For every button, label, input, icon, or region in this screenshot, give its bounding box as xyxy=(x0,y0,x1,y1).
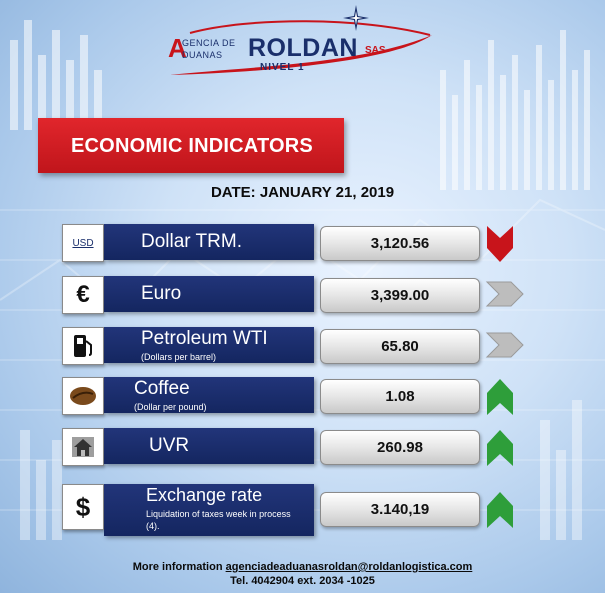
fuel-pump-icon xyxy=(62,327,104,365)
logo-prefix-bottom: DUANAS xyxy=(182,50,223,60)
logo-suffix: SAS xyxy=(365,45,386,56)
logo-level: NIVEL 1 xyxy=(260,62,305,73)
indicator-label-bar: Coffee (Dollar per pound) xyxy=(104,377,314,413)
indicator-value: 3,399.00 xyxy=(320,278,480,313)
coffee-bean-icon xyxy=(62,377,104,415)
indicator-value: 260.98 xyxy=(320,430,480,465)
indicator-label-bar: Exchange rate Liquidation of taxes week … xyxy=(104,484,314,536)
indicator-sublabel: (Dollars per barrel) xyxy=(141,352,217,362)
title-banner: ECONOMIC INDICATORS xyxy=(38,118,344,173)
euro-symbol: € xyxy=(76,281,90,308)
indicator-sublabel: (Dollar per pound) xyxy=(134,402,207,412)
indicator-value: 3,120.56 xyxy=(320,226,480,261)
indicator-label: Petroleum WTI xyxy=(141,328,268,349)
indicator-sublabel: Liquidation of taxes week in process (4)… xyxy=(146,509,291,531)
indicator-label-bar: UVR xyxy=(104,428,314,464)
indicator-label-bar: Euro xyxy=(104,276,314,312)
indicator-label: Exchange rate xyxy=(146,485,263,505)
logo-swoosh-icon xyxy=(170,20,432,75)
indicator-value: 3.140,19 xyxy=(320,492,480,527)
company-logo: A GENCIA DE DUANAS ROLDAN SAS NIVEL 1 xyxy=(160,5,440,80)
indicator-label: UVR xyxy=(149,435,190,456)
footer-more-info: More information xyxy=(132,561,223,573)
indicator-value: 1.08 xyxy=(320,379,480,414)
euro-icon: € xyxy=(62,276,104,314)
indicator-value: 65.80 xyxy=(320,329,480,364)
indicator-label: Coffee xyxy=(134,378,190,399)
footer-email-link[interactable]: agenciadeaduanasroldan@roldanlogistica.c… xyxy=(225,561,473,573)
trend-flat-icon xyxy=(485,332,524,358)
indicator-label-bar: Dollar TRM. xyxy=(104,224,314,260)
report-date: DATE: JANUARY 21, 2019 xyxy=(210,184,395,201)
dollar-sign-icon: $ xyxy=(62,484,104,530)
footer-contact: More information agenciadeaduanasroldan@… xyxy=(0,561,605,573)
compass-star-icon xyxy=(343,5,369,31)
logo-letter: A xyxy=(168,33,187,63)
house-icon xyxy=(62,428,104,466)
logo-prefix-top: GENCIA DE xyxy=(182,38,236,48)
usd-badge-icon: USD xyxy=(62,224,104,262)
trend-up-icon xyxy=(487,430,513,466)
dollar-symbol: $ xyxy=(75,491,91,522)
usd-badge-text: USD xyxy=(72,237,94,249)
indicator-label: Dollar TRM. xyxy=(141,231,242,252)
indicator-label-bar: Petroleum WTI (Dollars per barrel) xyxy=(104,327,314,363)
trend-down-icon xyxy=(487,226,513,262)
indicator-label: Euro xyxy=(141,283,182,304)
trend-up-icon xyxy=(487,379,513,415)
trend-up-icon xyxy=(487,492,513,528)
trend-flat-icon xyxy=(485,281,524,307)
footer-phone: Tel. 4042904 ext. 2034 -1025 xyxy=(230,575,375,587)
logo-name: ROLDAN xyxy=(248,34,358,62)
page-title: ECONOMIC INDICATORS xyxy=(71,135,313,157)
